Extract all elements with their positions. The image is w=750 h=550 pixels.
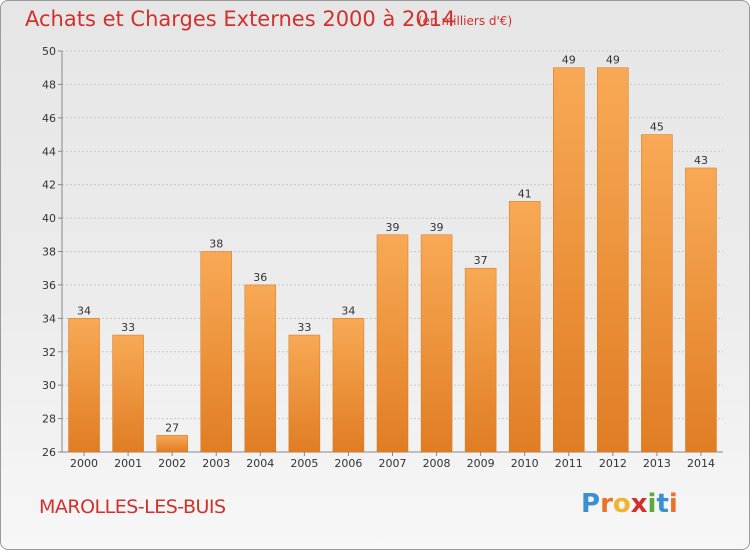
data-label: 41 bbox=[518, 187, 532, 200]
bar bbox=[244, 284, 277, 453]
logo-letter: t bbox=[656, 489, 669, 519]
chart-title: Achats et Charges Externes 2000 à 2014 bbox=[25, 7, 456, 31]
x-tick-label: 2002 bbox=[158, 457, 186, 470]
x-tick-label: 2003 bbox=[202, 457, 230, 470]
x-tick-label: 2009 bbox=[467, 457, 495, 470]
data-label: 49 bbox=[562, 54, 576, 67]
chart-subtitle: (en milliers d'€) bbox=[418, 14, 513, 28]
logo-letter: P bbox=[581, 489, 601, 519]
x-tick-label: 2008 bbox=[423, 457, 451, 470]
y-tick-label: 30 bbox=[42, 379, 56, 392]
x-tick-label: 2007 bbox=[379, 457, 407, 470]
data-label: 43 bbox=[694, 154, 708, 167]
bar bbox=[553, 67, 585, 453]
bar bbox=[508, 201, 541, 453]
y-tick-label: 50 bbox=[42, 45, 56, 58]
data-label: 33 bbox=[121, 321, 135, 334]
bar bbox=[641, 134, 673, 453]
y-tick-label: 28 bbox=[42, 413, 56, 426]
bar bbox=[376, 234, 409, 453]
bar bbox=[156, 435, 188, 453]
logo-letter: i bbox=[668, 489, 678, 519]
data-label: 49 bbox=[606, 54, 620, 67]
data-label: 34 bbox=[341, 304, 355, 317]
x-tick-label: 2001 bbox=[114, 457, 142, 470]
data-label: 37 bbox=[474, 254, 488, 267]
data-label: 38 bbox=[209, 238, 223, 251]
data-label: 39 bbox=[386, 221, 400, 234]
proxiti-logo[interactable]: Proxiti bbox=[581, 489, 678, 519]
data-label: 39 bbox=[430, 221, 444, 234]
logo-letter: x bbox=[630, 489, 648, 519]
x-tick-label: 2010 bbox=[511, 457, 539, 470]
x-tick-label: 2013 bbox=[643, 457, 671, 470]
logo-letter: r bbox=[600, 489, 613, 519]
y-tick-label: 48 bbox=[42, 78, 56, 91]
bar bbox=[685, 167, 717, 453]
y-tick-label: 44 bbox=[42, 145, 56, 158]
data-label: 45 bbox=[650, 121, 664, 134]
bar bbox=[200, 251, 232, 453]
data-label: 34 bbox=[77, 304, 91, 317]
logo-letter: i bbox=[647, 489, 657, 519]
data-label: 33 bbox=[297, 321, 311, 334]
y-tick-label: 42 bbox=[42, 179, 56, 192]
x-tick-label: 2011 bbox=[555, 457, 583, 470]
y-tick-label: 36 bbox=[42, 279, 56, 292]
x-tick-label: 2014 bbox=[687, 457, 715, 470]
x-tick-label: 2006 bbox=[334, 457, 362, 470]
y-tick-label: 34 bbox=[42, 312, 56, 325]
x-tick-label: 2000 bbox=[70, 457, 98, 470]
x-tick-label: 2005 bbox=[290, 457, 318, 470]
y-tick-label: 46 bbox=[42, 112, 56, 125]
x-tick-label: 2012 bbox=[599, 457, 627, 470]
bar bbox=[332, 318, 365, 453]
town-name: MAROLLES-LES-BUIS bbox=[39, 496, 226, 518]
logo-letter: o bbox=[612, 489, 631, 519]
data-label: 36 bbox=[253, 271, 267, 284]
bar bbox=[112, 334, 144, 453]
y-tick-label: 32 bbox=[42, 346, 56, 359]
data-label: 27 bbox=[165, 421, 179, 434]
bar bbox=[288, 334, 321, 453]
x-tick-label: 2004 bbox=[246, 457, 274, 470]
bar bbox=[68, 318, 100, 453]
y-tick-label: 26 bbox=[42, 446, 56, 459]
bar bbox=[597, 67, 629, 453]
bar bbox=[464, 267, 497, 453]
y-tick-label: 38 bbox=[42, 246, 56, 259]
bar bbox=[420, 234, 453, 453]
y-tick-label: 40 bbox=[42, 212, 56, 225]
